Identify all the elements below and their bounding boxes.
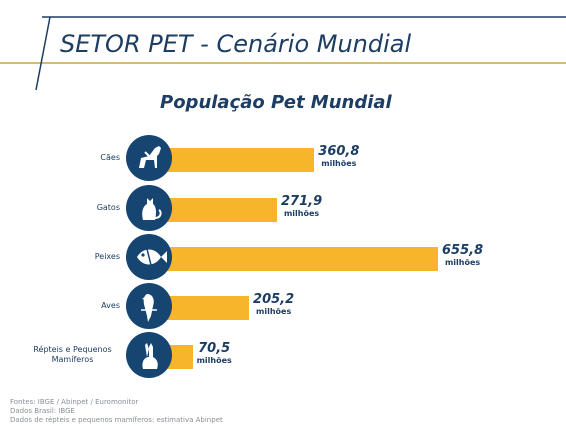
footer-line: Dados Brasil: IBGE <box>10 407 75 415</box>
data-value: 205,2 <box>253 292 295 307</box>
dog-icon <box>126 135 172 181</box>
bar-row: Aves 205,2 milhões <box>0 283 566 329</box>
footer-line: Dados de répteis e pequenos mamíferos: e… <box>10 416 223 424</box>
category-label: Peixes <box>94 252 120 261</box>
parrot-icon <box>126 283 172 329</box>
data-unit: milhões <box>283 209 320 218</box>
chart-title: População Pet Mundial <box>160 92 392 113</box>
category-label: Cães <box>100 153 120 162</box>
footer: Fontes: IBGE / Abinpet / Euromonitor Dad… <box>10 398 223 425</box>
data-unit: milhões <box>444 258 481 267</box>
data-value: 271,9 <box>281 194 323 209</box>
bar-row: Gatos 271,9 milhões <box>0 185 566 231</box>
data-label: 271,9 milhões <box>281 195 322 219</box>
data-unit: milhões <box>256 307 292 316</box>
data-label: 655,8 milhões <box>442 244 483 268</box>
data-label: 360,8 milhões <box>318 145 359 169</box>
bar-row: Cães 360,8 milhões <box>0 135 566 181</box>
cat-icon <box>126 185 172 231</box>
bar <box>163 198 278 222</box>
data-unit: milhões <box>196 356 232 365</box>
rabbit-icon <box>126 332 172 378</box>
data-value: 70,5 <box>198 341 231 356</box>
fish-icon <box>126 234 172 280</box>
category-label: Aves <box>101 301 120 310</box>
footer-line: Fontes: IBGE / Abinpet / Euromonitor <box>10 398 139 406</box>
data-value: 655,8 <box>442 243 484 258</box>
data-label: 70,5 milhões <box>197 342 232 366</box>
bar-row: Peixes 655,8 milhões <box>0 234 566 280</box>
data-label: 205,2 milhões <box>253 293 294 317</box>
bar <box>163 296 250 320</box>
category-label: Gatos <box>96 203 120 212</box>
data-unit: milhões <box>321 159 357 168</box>
bar <box>163 247 438 271</box>
bar-chart: Cães 360,8 milhões Gatos 271,9 milhões Peixes 6… <box>0 135 566 378</box>
bar-row: Répteis e Pequenos Mamíferos 70,5 milhões <box>0 332 566 378</box>
data-value: 360,8 <box>318 144 360 159</box>
bar <box>163 148 315 172</box>
category-label: Répteis e Pequenos Mamíferos <box>33 345 112 364</box>
page-title: SETOR PET - Cenário Mundial <box>60 30 412 58</box>
